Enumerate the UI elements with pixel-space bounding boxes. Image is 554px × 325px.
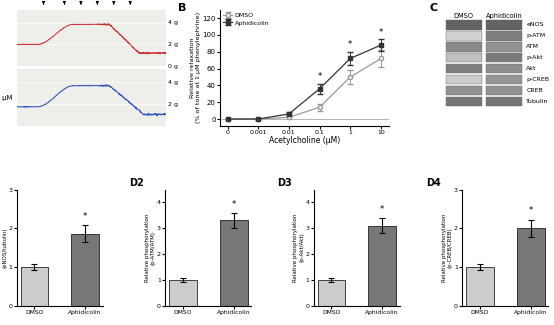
Text: 0 g: 0 g [168,64,177,69]
Bar [445,42,481,51]
Text: C: C [430,3,438,13]
Bar [486,20,522,30]
Bar [445,97,481,106]
Text: *: * [529,206,533,215]
Text: p-Akt: p-Akt [526,55,543,60]
Bar [445,53,481,62]
Legend: DMSO, Aphidicolin: DMSO, Aphidicolin [220,10,272,28]
Text: D4: D4 [426,178,440,188]
Text: D2: D2 [129,178,143,188]
Bar [486,75,522,84]
Text: 4 g: 4 g [168,80,178,85]
Text: CREB: CREB [526,88,543,93]
Text: Akt: Akt [526,66,537,71]
Y-axis label: Relative phosphorylation
(p-CREB/CREB): Relative phosphorylation (p-CREB/CREB) [442,213,453,282]
Text: 2 g: 2 g [168,102,178,107]
Bar [486,64,522,73]
Text: Aphidicolin: Aphidicolin [485,13,522,19]
Bar [368,226,396,306]
Text: p-ATM: p-ATM [526,33,545,38]
Text: *: * [379,28,383,37]
Y-axis label: Relative phosphorylation
(p-ATM/ATM): Relative phosphorylation (p-ATM/ATM) [145,213,156,282]
Text: *: * [348,40,352,49]
X-axis label: Acetylcholine (μM): Acetylcholine (μM) [269,136,340,145]
Text: p-CREB: p-CREB [526,77,549,82]
Text: *: * [232,200,236,209]
Bar [486,97,522,106]
Bar [517,228,545,306]
Bar [445,31,481,41]
Text: B: B [178,3,186,13]
Text: DMSO: DMSO [454,13,474,19]
Bar [486,85,522,95]
Text: *: * [83,212,87,221]
Bar [169,280,197,306]
Bar [445,20,481,30]
Bar [486,53,522,62]
Bar [445,64,481,73]
Bar [71,234,99,306]
Bar [317,280,345,306]
Text: Aph 20 μM: Aph 20 μM [0,95,12,100]
Text: D3: D3 [278,178,292,188]
Text: Tubulin: Tubulin [526,99,548,104]
Bar [445,75,481,84]
Y-axis label: Relative expression
(eNOS/tubulin): Relative expression (eNOS/tubulin) [0,221,7,274]
Text: *: * [380,205,384,214]
Y-axis label: Relative phosphorylation
(p-Akt/Akt): Relative phosphorylation (p-Akt/Akt) [293,213,304,282]
Text: *: * [317,72,322,81]
Y-axis label: Relative relaxation
(% of tone at 1 μM phenylephrine): Relative relaxation (% of tone at 1 μM p… [190,12,201,123]
Bar [20,267,48,306]
Text: 2 g: 2 g [168,42,178,47]
Bar [220,220,248,306]
Bar [486,31,522,41]
Bar [445,85,481,95]
Text: eNOS: eNOS [526,22,543,27]
Bar [466,267,494,306]
Text: ATM: ATM [526,44,539,49]
Bar [486,42,522,51]
Text: 4 g: 4 g [168,20,178,25]
